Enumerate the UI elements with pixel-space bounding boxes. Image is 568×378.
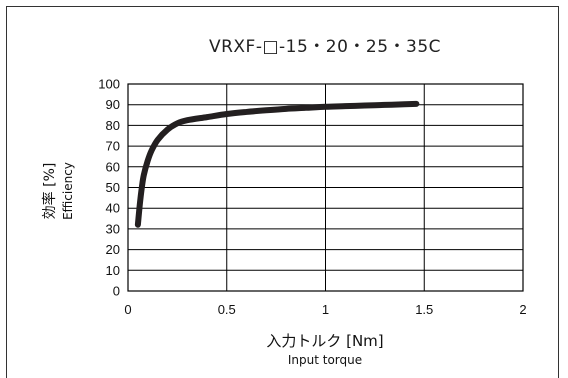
x-tick-label: 1 — [322, 302, 329, 317]
series-layer — [134, 100, 420, 228]
y-tick-label: 40 — [106, 201, 120, 216]
y-tick-label: 0 — [113, 284, 120, 299]
y-tick-label: 100 — [98, 77, 120, 92]
y-axis-label: 効率 [%] — [41, 163, 58, 220]
y-tick-label: 70 — [106, 139, 120, 154]
y-tick-label: 80 — [106, 118, 120, 133]
x-axis-label: 入力トルク [Nm] — [266, 332, 383, 350]
y-tick-label: 20 — [106, 242, 120, 257]
x-tick-label: 0 — [124, 302, 131, 317]
y-tick-label: 50 — [106, 180, 120, 195]
x-axis-sublabel: Input torque — [288, 353, 362, 367]
x-tick-label: 1.5 — [415, 302, 433, 317]
y-tick-label: 10 — [106, 263, 120, 278]
x-tick-labels: 0 0.5 1 1.5 2 — [124, 302, 526, 317]
x-tick-label: 0.5 — [218, 302, 236, 317]
chart-title: VRXF-□-15・20・25・35C — [209, 37, 441, 57]
y-tick-label: 60 — [106, 159, 120, 174]
plot-border — [127, 83, 524, 292]
efficiency-curve — [134, 100, 420, 228]
chart-frame — [6, 6, 559, 378]
x-tick-label: 2 — [519, 302, 526, 317]
y-tick-label: 30 — [106, 221, 120, 236]
y-tick-labels: 0 10 20 30 40 50 60 70 80 90 100 — [98, 77, 120, 299]
grid — [127, 83, 524, 292]
y-axis-sublabel: Efficiency — [61, 162, 75, 220]
plot-area-border — [127, 83, 524, 292]
y-tick-label: 90 — [106, 97, 120, 112]
